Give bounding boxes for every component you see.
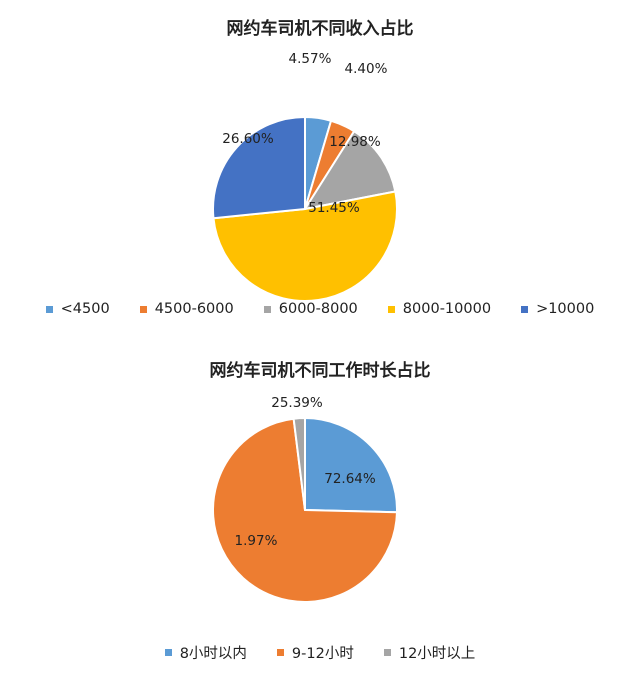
- legend-item-1-2: 12小时以上: [383, 642, 476, 663]
- legend-label: 8小时以内: [179, 646, 247, 662]
- legend-label: 12小时以上: [398, 646, 476, 662]
- pie-slice-1-2: [292, 416, 306, 511]
- pie-slice-0-4: [212, 115, 306, 220]
- data-label-0-4: 26.60%: [222, 131, 274, 147]
- legend-hours: 8小时以内 9-12小时 12小时以上: [0, 642, 640, 663]
- legend-swatch: [139, 305, 147, 313]
- pie-slice-0-2: [302, 129, 397, 211]
- pie-slice-1-1: [212, 417, 398, 603]
- legend-item-1-0: 8小时以内: [164, 642, 247, 663]
- legend-swatch: [387, 305, 395, 313]
- legend-income: <4500 4500-6000 6000-8000 8000-10000 >10000: [0, 301, 640, 317]
- legend-swatch: [263, 305, 271, 313]
- legend-swatch: [521, 305, 529, 313]
- legend-label: 4500-6000: [154, 301, 234, 317]
- data-label-0-1: 4.40%: [345, 61, 388, 77]
- data-label-1-0: 25.39%: [271, 395, 323, 411]
- chart-title-hours: 网约车司机不同工作时长占比: [209, 361, 431, 381]
- legend-label: 6000-8000: [278, 301, 358, 317]
- chart-title-income: 网约车司机不同收入占比: [226, 19, 414, 39]
- legend-label: >10000: [536, 301, 595, 317]
- pie-slice-0-3: [212, 190, 398, 302]
- legend-swatch: [276, 649, 284, 656]
- legend-item-0-3: 8000-10000: [387, 301, 492, 317]
- legend-swatch: [45, 305, 53, 313]
- data-label-0-2: 12.98%: [329, 134, 381, 150]
- data-label-0-0: 4.57%: [289, 51, 332, 67]
- pie-chart-income: 4.57% 4.40% 12.98% 51.45% 26.60%: [212, 51, 398, 302]
- data-label-0-3: 51.45%: [308, 200, 360, 216]
- legend-swatch: [164, 649, 172, 656]
- legend-item-0-1: 4500-6000: [139, 301, 234, 317]
- data-label-1-2: 1.97%: [235, 533, 278, 549]
- legend-label: 9-12小时: [291, 646, 354, 662]
- legend-item-0-0: <4500: [45, 301, 110, 317]
- legend-swatch: [383, 649, 391, 656]
- legend-item-0-2: 6000-8000: [263, 301, 358, 317]
- pie-slice-1-0: [304, 416, 398, 514]
- pie-chart-hours: 25.39% 72.64% 1.97%: [212, 395, 398, 603]
- legend-label: 8000-10000: [402, 301, 492, 317]
- legend-label: <4500: [60, 301, 110, 317]
- legend-item-1-1: 9-12小时: [276, 642, 354, 663]
- legend-item-0-4: >10000: [521, 301, 594, 317]
- data-label-1-1: 72.64%: [324, 471, 376, 487]
